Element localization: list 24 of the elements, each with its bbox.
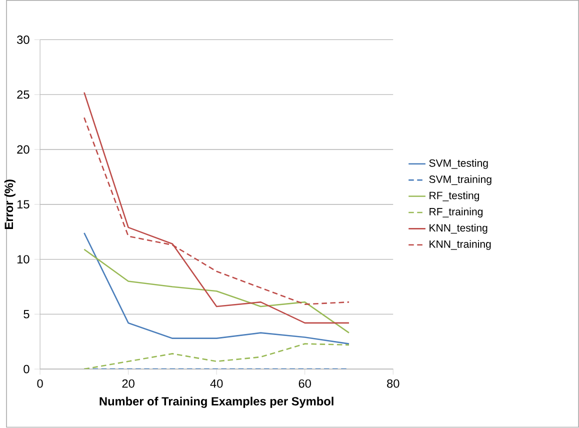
legend-label: KNN_training — [430, 240, 491, 250]
x-tick-label: 40 — [210, 380, 223, 388]
y-tick-label: 15 — [17, 200, 30, 209]
legend-label: SVM_training — [429, 175, 492, 186]
x-tick-label: 0 — [37, 380, 43, 388]
x-tick-label: 20 — [122, 380, 134, 388]
y-tick-label: 20 — [17, 145, 30, 154]
y-axis-title: Error (%) — [4, 180, 16, 230]
line-series — [84, 248, 350, 334]
x-tick-label: 60 — [298, 380, 311, 388]
x-tick-label: 80 — [387, 380, 400, 388]
y-tick-label: 25 — [17, 90, 30, 99]
legend-label: SVM_testing — [429, 159, 488, 170]
y-tick-label: 0 — [24, 365, 30, 374]
line-series — [84, 343, 350, 370]
y-tick-label: 30 — [17, 36, 30, 44]
line-series — [84, 232, 350, 345]
y-tick-label: 10 — [17, 255, 30, 264]
line-series — [84, 92, 350, 324]
x-axis-title: Number of Training Examples per Symbol — [100, 396, 334, 408]
legend-label: RF_testing — [430, 192, 480, 202]
legend-label: KNN_testing — [430, 224, 488, 234]
legend-label: RF_training — [430, 208, 483, 218]
y-tick-label: 5 — [24, 310, 30, 318]
